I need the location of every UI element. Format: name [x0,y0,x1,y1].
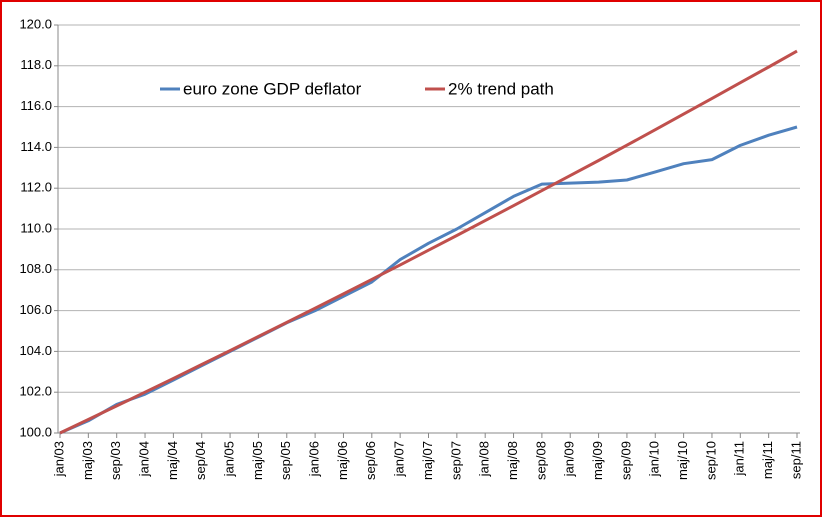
x-tick-label: maj/04 [165,441,180,480]
x-tick-label: sep/07 [448,441,463,480]
y-tick-label: 110.0 [20,220,52,235]
x-tick-label: maj/08 [505,441,520,480]
x-tick-label: sep/03 [108,441,123,480]
x-tick-label: sep/09 [618,441,633,480]
x-tick-label: maj/11 [760,441,775,479]
y-tick-label: 112.0 [20,180,52,195]
y-tick-label: 106.0 [19,302,52,317]
series-line [59,49,798,435]
x-tick-label: jan/06 [307,441,322,477]
y-tick-label: 100.0 [19,424,52,439]
x-tick-label: maj/10 [675,441,690,480]
y-tick-label: 108.0 [19,261,52,276]
x-tick-label: jan/03 [51,441,66,477]
x-tick-label: maj/03 [80,441,95,480]
y-tick-label: 118.0 [20,57,52,72]
x-tick-label: jan/04 [136,441,151,477]
legend-label: euro zone GDP deflator [183,79,362,98]
x-tick-label: sep/06 [363,441,378,480]
x-tick-label: maj/06 [335,441,350,480]
x-tick-label: sep/10 [703,441,718,480]
y-tick-label: 120.0 [19,16,52,31]
y-tick-label: 114.0 [20,139,52,154]
x-tick-label: sep/05 [278,441,293,480]
x-tick-label: jan/08 [477,441,492,477]
legend-label: 2% trend path [448,79,554,98]
y-tick-label: 116.0 [20,98,52,113]
y-tick-label: 102.0 [19,384,52,399]
y-tick-label: 104.0 [19,343,52,358]
x-tick-label: sep/04 [193,441,208,480]
x-tick-label: jan/11 [732,441,747,476]
x-tick-label: jan/07 [392,441,407,477]
x-tick-label: jan/05 [222,441,237,477]
x-tick-label: maj/07 [420,441,435,480]
x-tick-label: sep/08 [533,441,548,480]
x-tick-label: maj/09 [590,441,605,480]
x-tick-label: sep/11 [788,441,803,479]
x-tick-label: maj/05 [250,441,265,480]
x-tick-label: jan/10 [647,441,662,477]
x-tick-label: jan/09 [562,441,577,477]
